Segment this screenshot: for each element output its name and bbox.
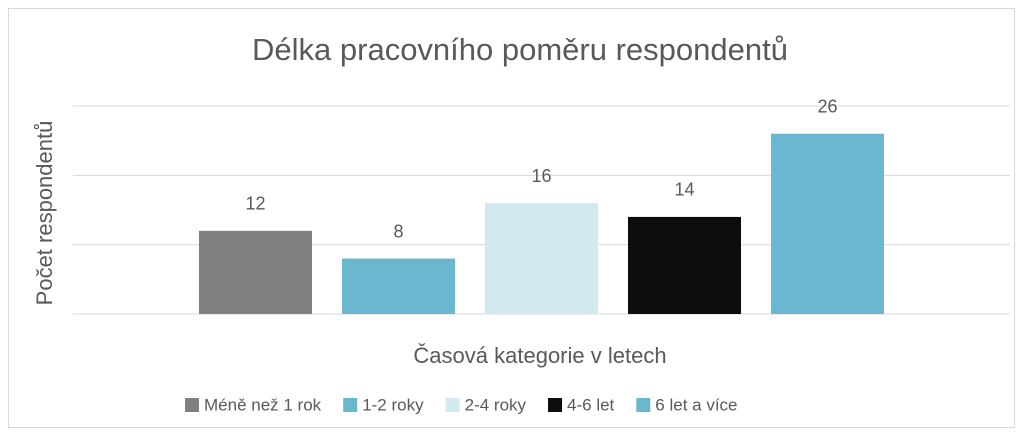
bar	[485, 203, 598, 314]
legend-swatch	[636, 398, 651, 412]
legend-label: 6 let a více	[655, 395, 737, 414]
data-label: 26	[817, 96, 837, 116]
bar	[199, 230, 312, 314]
x-axis-label: Časová kategorie v letech	[413, 343, 666, 368]
legend-label: 2-4 roky	[465, 395, 527, 414]
bar	[771, 133, 884, 314]
legend-label: 1-2 roky	[362, 395, 424, 414]
y-axis-label: Počet respondentů	[32, 121, 57, 306]
bar	[342, 258, 455, 314]
legend-swatch	[445, 398, 460, 412]
legend-swatch	[343, 398, 358, 412]
legend-swatch	[548, 398, 563, 412]
data-label: 12	[245, 194, 265, 214]
data-label: 14	[674, 180, 694, 200]
chart-title: Délka pracovního poměru respondentů	[252, 32, 788, 67]
data-label: 16	[531, 166, 551, 186]
legend-swatch	[185, 398, 199, 412]
data-label: 8	[393, 221, 403, 241]
legend-label: 4-6 let	[567, 395, 615, 414]
bar	[628, 216, 741, 314]
legend-label: Méně než 1 rok	[204, 395, 322, 414]
